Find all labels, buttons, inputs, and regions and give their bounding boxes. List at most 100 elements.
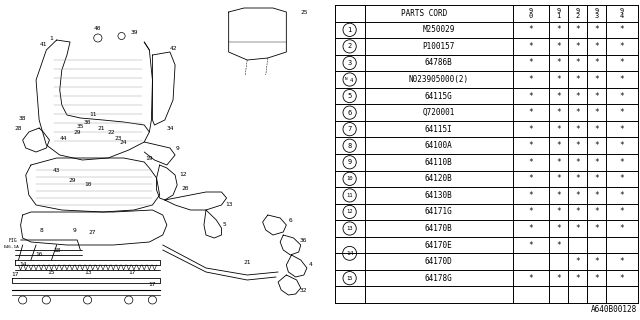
Text: *: * <box>594 274 599 283</box>
Text: *: * <box>529 42 533 51</box>
Text: *: * <box>594 42 599 51</box>
Text: 19: 19 <box>146 156 153 161</box>
Text: 29: 29 <box>68 178 76 182</box>
Text: 6: 6 <box>348 110 352 116</box>
Text: 18: 18 <box>53 247 60 252</box>
Text: 14: 14 <box>346 251 353 256</box>
Text: 64115I: 64115I <box>425 125 452 134</box>
Text: 10: 10 <box>346 176 353 181</box>
Text: 15: 15 <box>48 269 55 275</box>
Text: 6: 6 <box>289 218 292 222</box>
Text: 14: 14 <box>19 262 26 268</box>
Text: P100157: P100157 <box>422 42 455 51</box>
Text: Q720001: Q720001 <box>422 108 455 117</box>
Text: 3: 3 <box>348 60 352 66</box>
Text: 64786B: 64786B <box>425 59 452 68</box>
Text: *: * <box>575 59 580 68</box>
Text: 24: 24 <box>120 140 127 146</box>
Text: *: * <box>529 158 533 167</box>
Text: 64100A: 64100A <box>425 141 452 150</box>
Text: 30: 30 <box>84 119 92 124</box>
Text: 2: 2 <box>348 44 352 49</box>
Text: 1: 1 <box>50 36 53 41</box>
Text: 9
2: 9 2 <box>575 8 580 19</box>
Text: 9: 9 <box>348 159 352 165</box>
Text: *: * <box>620 75 624 84</box>
Text: *: * <box>529 274 533 283</box>
Text: 21: 21 <box>243 260 251 265</box>
Text: 20: 20 <box>182 186 189 190</box>
Text: *: * <box>620 174 624 183</box>
Text: *: * <box>556 59 561 68</box>
Text: *: * <box>529 224 533 233</box>
Text: 40: 40 <box>94 26 102 30</box>
Text: *: * <box>556 191 561 200</box>
Text: 64110B: 64110B <box>425 158 452 167</box>
Text: *: * <box>575 75 580 84</box>
Text: *: * <box>594 125 599 134</box>
Text: *: * <box>620 274 624 283</box>
Text: 39: 39 <box>130 29 138 35</box>
Text: *: * <box>620 125 624 134</box>
Text: *: * <box>594 207 599 216</box>
Text: 15: 15 <box>346 276 353 281</box>
Text: *: * <box>575 108 580 117</box>
Text: 8: 8 <box>39 228 43 233</box>
Text: 64170E: 64170E <box>425 241 452 250</box>
Text: 64120B: 64120B <box>425 174 452 183</box>
Text: 17: 17 <box>148 283 156 287</box>
Text: 44: 44 <box>60 135 68 140</box>
Text: *: * <box>594 224 599 233</box>
Text: *: * <box>594 108 599 117</box>
Text: *: * <box>620 25 624 34</box>
Text: 43: 43 <box>53 167 60 172</box>
Text: *: * <box>529 207 533 216</box>
Text: 41: 41 <box>40 42 47 46</box>
Text: *: * <box>575 141 580 150</box>
Text: *: * <box>556 158 561 167</box>
Text: 17: 17 <box>12 273 19 277</box>
Text: *: * <box>575 274 580 283</box>
Text: *: * <box>594 92 599 100</box>
Text: *: * <box>556 174 561 183</box>
Text: *: * <box>529 174 533 183</box>
Text: N023905000(2): N023905000(2) <box>409 75 469 84</box>
Text: 7: 7 <box>348 126 352 132</box>
Text: 9
0: 9 0 <box>529 8 533 19</box>
Text: *: * <box>556 25 561 34</box>
Text: *: * <box>620 224 624 233</box>
Text: *: * <box>594 75 599 84</box>
Text: E46-1A: E46-1A <box>4 245 20 249</box>
Text: 64178G: 64178G <box>425 274 452 283</box>
Text: N: N <box>345 76 348 81</box>
Text: *: * <box>620 257 624 266</box>
Text: *: * <box>556 224 561 233</box>
Text: *: * <box>575 42 580 51</box>
Text: *: * <box>529 25 533 34</box>
Text: 11: 11 <box>346 193 353 198</box>
Text: *: * <box>620 59 624 68</box>
Text: 42: 42 <box>170 45 177 51</box>
Text: 5: 5 <box>223 222 227 228</box>
Text: 36: 36 <box>300 237 308 243</box>
Text: *: * <box>556 75 561 84</box>
Text: *: * <box>529 241 533 250</box>
Text: PARTS CORD: PARTS CORD <box>401 9 447 18</box>
Text: M250029: M250029 <box>422 25 455 34</box>
Text: *: * <box>620 141 624 150</box>
Text: *: * <box>529 92 533 100</box>
Text: 5: 5 <box>348 93 352 99</box>
Text: 64170B: 64170B <box>425 224 452 233</box>
Text: 64171G: 64171G <box>425 207 452 216</box>
Text: 64115G: 64115G <box>425 92 452 100</box>
Text: *: * <box>529 75 533 84</box>
Text: 38: 38 <box>19 116 26 121</box>
Text: 17: 17 <box>128 269 136 275</box>
Text: 13: 13 <box>84 269 92 275</box>
Text: 9: 9 <box>72 228 76 233</box>
Text: 9
4: 9 4 <box>620 8 624 19</box>
Text: *: * <box>594 25 599 34</box>
Text: FIG: FIG <box>8 238 17 243</box>
Text: 25: 25 <box>300 10 308 14</box>
Text: *: * <box>556 241 561 250</box>
